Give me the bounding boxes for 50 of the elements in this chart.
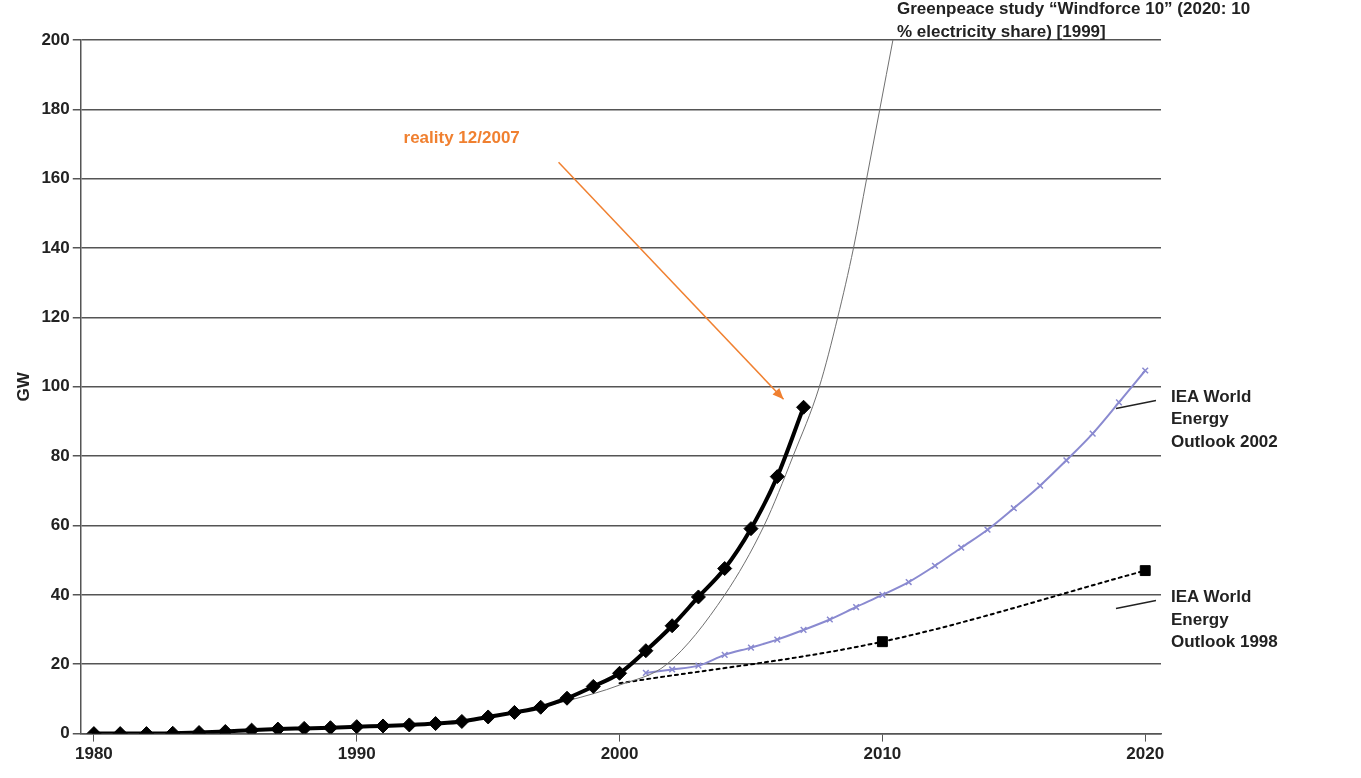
point <box>454 713 470 729</box>
x-tick-label: 2020 <box>1126 744 1165 764</box>
y-tick-label: 120 <box>41 307 70 327</box>
point <box>270 721 286 734</box>
point <box>694 662 702 670</box>
x-tick-label: 2010 <box>863 744 902 764</box>
point <box>559 690 575 706</box>
point <box>638 643 654 659</box>
point <box>428 716 444 732</box>
point <box>796 399 812 415</box>
y-tick-label: 160 <box>41 168 70 188</box>
x-tick-label: 1980 <box>74 744 113 764</box>
point <box>690 589 706 605</box>
point <box>747 644 755 652</box>
point <box>296 720 312 734</box>
point <box>612 665 628 681</box>
annotation: reality 12/2007 <box>403 127 520 150</box>
point <box>717 561 733 577</box>
point <box>506 704 522 720</box>
point <box>349 719 365 734</box>
point <box>769 469 785 485</box>
point <box>322 720 338 734</box>
point <box>1089 430 1097 438</box>
y-tick-label: 180 <box>41 99 70 119</box>
y-tick-label: 60 <box>50 515 70 535</box>
point <box>401 717 417 733</box>
y-axis-title: GW <box>13 371 33 402</box>
point <box>585 678 601 694</box>
point <box>375 718 391 734</box>
point <box>664 618 680 634</box>
point <box>957 544 965 552</box>
y-tick-label: 200 <box>41 29 70 49</box>
y-tick-label: 0 <box>60 723 70 743</box>
point <box>743 521 759 537</box>
x-tick-label: 2000 <box>600 744 639 764</box>
point <box>876 636 888 648</box>
y-tick-label: 40 <box>50 584 70 604</box>
point <box>533 699 549 715</box>
y-tick-label: 20 <box>50 653 70 673</box>
y-tick-label: 80 <box>50 445 70 465</box>
series-label: Greenpeace study “Windforce 10” (2020: 10 % electricity share) [1999] <box>896 0 1252 43</box>
point <box>1139 565 1151 577</box>
point <box>799 626 808 634</box>
y-tick-label: 140 <box>41 237 70 257</box>
series-label: IEA World Energy Outlook 1998 <box>1171 585 1279 654</box>
x-tick-label: 1990 <box>337 744 376 764</box>
point <box>480 709 496 725</box>
series-label: IEA World Energy Outlook 2002 <box>1171 385 1279 454</box>
point <box>1010 504 1018 512</box>
y-tick-label: 100 <box>41 376 70 396</box>
